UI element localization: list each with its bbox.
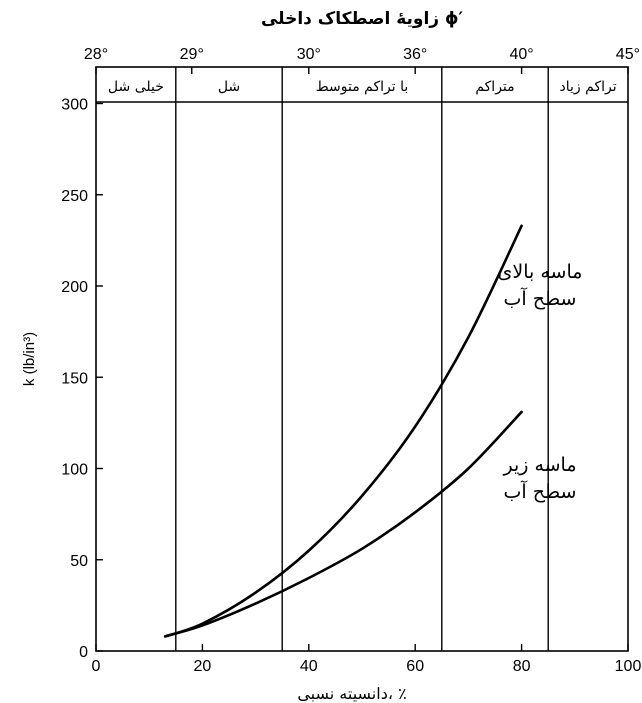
- y-tick-label: 100: [61, 462, 88, 479]
- top-axis-title: زاویهٔ اصطکاک داخلی ϕ′: [261, 9, 464, 29]
- x-tick-label: 0: [92, 658, 101, 675]
- chart-text: زاویهٔ اصطکاک داخلی ϕ′ دانسیته نسبی، ٪ k (…: [21, 9, 582, 703]
- y-tick-label: 150: [61, 370, 88, 387]
- x-tick-label: 100: [615, 658, 642, 675]
- top-tick-label: 40°: [509, 46, 533, 63]
- density-band-labels: خیلی شل شل با تراکم متوسط متراکم تراکم زیاد: [108, 79, 617, 95]
- series-line-above-water: [163, 224, 523, 638]
- y-tick-label: 50: [70, 553, 88, 570]
- series-line-below-water: [163, 410, 523, 638]
- top-tick-label: 28°: [84, 46, 108, 63]
- density-band-label: متراکم: [475, 79, 514, 95]
- y-tick-label: 300: [61, 97, 88, 114]
- density-band-label: تراکم زیاد: [560, 79, 617, 95]
- top-tick-label: 36°: [403, 46, 427, 63]
- y-tick-label: 0: [79, 644, 88, 661]
- density-band-label: خیلی شل: [108, 79, 164, 95]
- series-label: سطح آب: [504, 479, 577, 503]
- chart-axes: 0 20 40 60 80 100 0 50 100 150 200 250 300 28° 29° 30° 3…: [61, 46, 641, 675]
- x-axis-label: دانسیته نسبی، ٪: [297, 684, 406, 703]
- series-label: ماسه زیر: [502, 454, 576, 476]
- y-axis-label: k (lb/in³): [21, 332, 38, 386]
- x-tick-label: 20: [194, 658, 212, 675]
- series-label: سطح آب: [504, 286, 577, 310]
- x-tick-label: 80: [513, 658, 531, 675]
- x-tick-label: 40: [300, 658, 318, 675]
- top-tick-label: 45°: [616, 46, 640, 63]
- density-band-label: شل: [218, 79, 240, 95]
- x-tick-label: 60: [406, 658, 424, 675]
- density-band-label: با تراکم متوسط: [316, 79, 409, 95]
- top-tick-label: 29°: [180, 46, 204, 63]
- y-tick-label: 200: [61, 279, 88, 296]
- chart-grid: [175, 67, 549, 651]
- chart-series: [163, 224, 523, 638]
- plot-frame: [95, 66, 629, 652]
- series-label: ماسه بالای: [498, 261, 583, 283]
- top-tick-label: 30°: [297, 46, 321, 63]
- y-tick-label: 250: [61, 188, 88, 205]
